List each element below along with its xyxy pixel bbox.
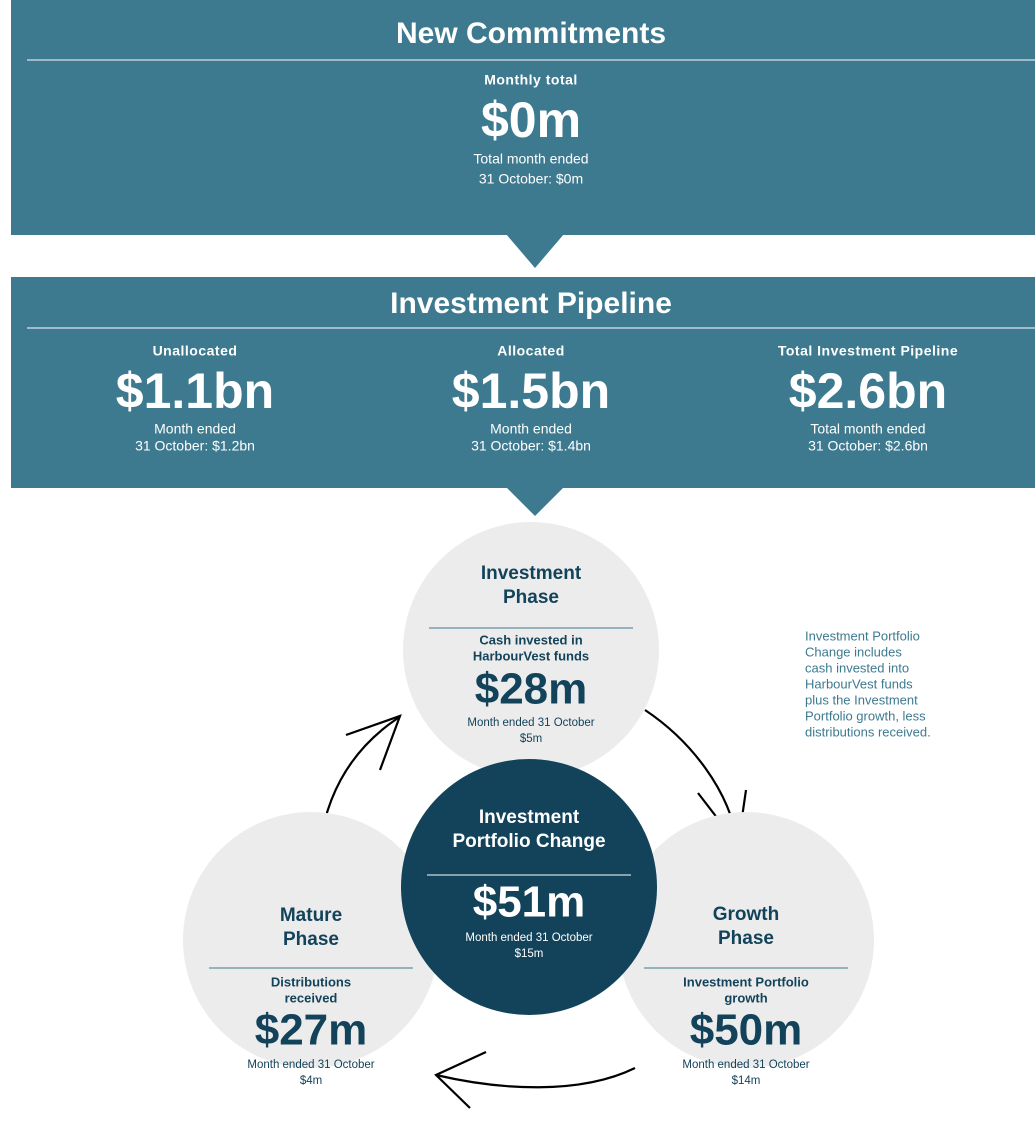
cycle: Investment Phase Cash invested inHarbourVe… — [183, 522, 874, 1087]
phase-label: HarbourVest funds — [473, 648, 589, 663]
pipeline-label: Total Investment Pipeline — [778, 343, 958, 359]
pipeline-sub: Month ended — [490, 421, 572, 437]
note-line: plus the Investment — [805, 692, 918, 707]
phase-value: $51m — [473, 878, 586, 927]
pipeline-value: $1.1bn — [116, 363, 274, 419]
pipeline-sub: 31 October: $2.6bn — [808, 438, 928, 454]
phase-label: Cash invested in — [479, 632, 582, 647]
phase-sub: Month ended 31 October — [247, 1059, 374, 1071]
pipeline-sub: 31 October: $1.2bn — [135, 438, 255, 454]
note-line: distributions received. — [805, 724, 931, 739]
note-line: Investment Portfolio — [805, 628, 920, 643]
phase-title: Phase — [718, 928, 774, 949]
arrow-down — [506, 487, 564, 516]
phase-sub: Month ended 31 October — [465, 932, 592, 944]
commitments-value: $0m — [481, 92, 581, 148]
phase-title: Growth — [713, 904, 780, 925]
phase-title: Phase — [283, 929, 339, 950]
note-line: Change includes — [805, 644, 902, 659]
commitments-label: Monthly total — [484, 72, 578, 88]
pipeline-value: $2.6bn — [789, 363, 947, 419]
phase-title: Investment — [481, 563, 582, 584]
pipeline-title: Investment Pipeline — [390, 287, 672, 320]
pipeline-panel — [11, 277, 1035, 488]
phase-value: $50m — [690, 1006, 803, 1055]
phase-circle — [403, 522, 659, 778]
commitments-panel — [11, 0, 1035, 235]
pipeline-label: Allocated — [497, 343, 565, 359]
phase-label: Distributions — [271, 974, 351, 989]
arrow-down — [506, 234, 564, 268]
phase-sub: $5m — [520, 733, 542, 745]
note-line: HarbourVest funds — [805, 676, 913, 691]
phase-circle — [618, 812, 874, 1068]
phase-label: Investment Portfolio — [683, 974, 809, 989]
phase-value: $27m — [255, 1006, 368, 1055]
arrow-head — [434, 1051, 487, 1109]
pipeline-sub: Month ended — [154, 421, 236, 437]
phase-value: $28m — [475, 665, 588, 714]
arrow-head — [345, 714, 402, 771]
phase-title: Mature — [280, 905, 342, 926]
phase-title: Investment — [479, 807, 580, 828]
phase-label: received — [285, 990, 338, 1005]
phase-sub: $4m — [300, 1075, 322, 1087]
commitments-sub: 31 October: $0m — [479, 171, 583, 187]
phase-title: Phase — [503, 587, 559, 608]
note-line: cash invested into — [805, 660, 909, 675]
phase-label: growth — [724, 990, 767, 1005]
cycle-arrow — [435, 1067, 636, 1089]
pipeline-value: $1.5bn — [452, 363, 610, 419]
commitments-sub: Total month ended — [473, 151, 588, 167]
phase-sub: $14m — [732, 1075, 761, 1087]
note-line: Portfolio growth, less — [805, 708, 926, 723]
pipeline-sub: 31 October: $1.4bn — [471, 438, 591, 454]
pipeline-label: Unallocated — [153, 343, 238, 359]
phase-circle — [183, 812, 439, 1068]
pipeline-sub: Total month ended — [810, 421, 925, 437]
phase-sub: Month ended 31 October — [682, 1059, 809, 1071]
commitments-title: New Commitments — [396, 17, 666, 50]
phase-sub: Month ended 31 October — [467, 717, 594, 729]
phase-sub: $15m — [515, 948, 544, 960]
phase-title: Portfolio Change — [452, 831, 605, 852]
phase-circle — [401, 759, 657, 1015]
